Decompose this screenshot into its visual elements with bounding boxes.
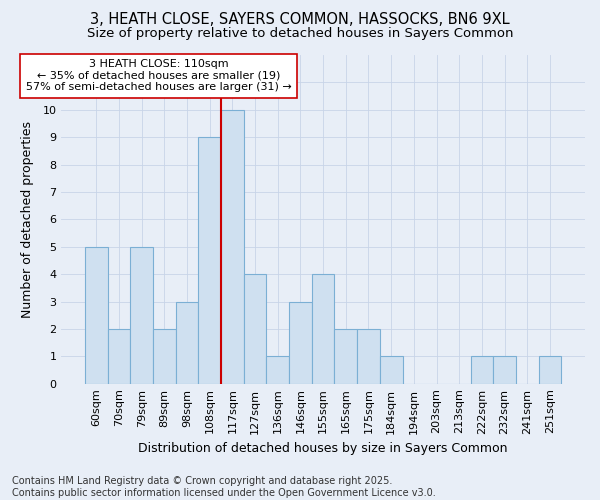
Bar (334, 329, 357, 384)
Bar (153, 329, 176, 384)
Bar (85, 246, 108, 384)
Bar (130, 246, 153, 384)
Bar (244, 274, 266, 384)
Bar (470, 356, 493, 384)
Bar (266, 356, 289, 384)
Text: 3, HEATH CLOSE, SAYERS COMMON, HASSOCKS, BN6 9XL: 3, HEATH CLOSE, SAYERS COMMON, HASSOCKS,… (90, 12, 510, 28)
Bar (221, 110, 244, 384)
Bar (380, 356, 403, 384)
Y-axis label: Number of detached properties: Number of detached properties (21, 121, 34, 318)
Text: Contains HM Land Registry data © Crown copyright and database right 2025.
Contai: Contains HM Land Registry data © Crown c… (12, 476, 436, 498)
Bar (312, 274, 334, 384)
X-axis label: Distribution of detached houses by size in Sayers Common: Distribution of detached houses by size … (139, 442, 508, 455)
Text: 3 HEATH CLOSE: 110sqm
← 35% of detached houses are smaller (19)
57% of semi-deta: 3 HEATH CLOSE: 110sqm ← 35% of detached … (26, 59, 292, 92)
Bar (289, 302, 312, 384)
Bar (539, 356, 561, 384)
Bar (176, 302, 199, 384)
Bar (493, 356, 516, 384)
Bar (357, 329, 380, 384)
Text: Size of property relative to detached houses in Sayers Common: Size of property relative to detached ho… (87, 28, 513, 40)
Bar (199, 137, 221, 384)
Bar (108, 329, 130, 384)
